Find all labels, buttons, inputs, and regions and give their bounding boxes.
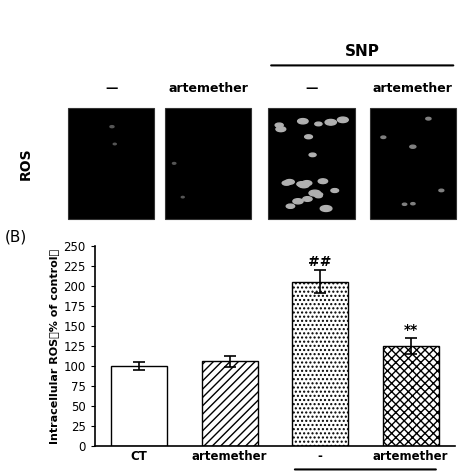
Circle shape: [297, 182, 306, 186]
Circle shape: [325, 119, 337, 125]
Circle shape: [316, 192, 323, 196]
Y-axis label: Intracellular ROS（% of control）: Intracellular ROS（% of control）: [49, 248, 59, 444]
Circle shape: [276, 127, 286, 132]
Circle shape: [285, 180, 294, 184]
Circle shape: [275, 123, 283, 127]
Circle shape: [298, 182, 310, 188]
Circle shape: [293, 199, 303, 204]
Text: **: **: [403, 323, 418, 337]
Circle shape: [331, 189, 338, 192]
Circle shape: [302, 181, 312, 186]
Bar: [201, 361, 258, 446]
Circle shape: [381, 136, 386, 138]
Circle shape: [439, 189, 444, 191]
Circle shape: [303, 197, 312, 201]
Text: ROS: ROS: [19, 147, 33, 180]
Circle shape: [318, 179, 328, 183]
Text: artemether: artemether: [373, 82, 453, 95]
Bar: [370, 108, 456, 219]
Text: SNP: SNP: [345, 44, 380, 59]
Circle shape: [426, 118, 431, 120]
Bar: [383, 346, 438, 446]
Circle shape: [309, 153, 316, 156]
Circle shape: [411, 202, 415, 205]
Circle shape: [298, 118, 308, 124]
Bar: [165, 108, 252, 219]
Circle shape: [410, 145, 416, 148]
Circle shape: [309, 190, 321, 196]
Circle shape: [315, 194, 322, 198]
Text: (B): (B): [5, 230, 27, 245]
Circle shape: [113, 143, 116, 145]
Circle shape: [286, 204, 295, 209]
Bar: [292, 282, 348, 446]
Text: ##: ##: [309, 255, 332, 269]
Text: artemether: artemether: [168, 82, 248, 95]
Bar: [68, 108, 155, 219]
Circle shape: [320, 206, 332, 211]
Circle shape: [402, 203, 407, 205]
Circle shape: [305, 135, 312, 139]
Circle shape: [315, 122, 322, 126]
Circle shape: [173, 163, 176, 164]
Circle shape: [110, 126, 114, 128]
Bar: [268, 108, 355, 219]
Bar: [111, 366, 167, 446]
Text: —: —: [305, 82, 318, 95]
Text: —: —: [105, 82, 118, 95]
Circle shape: [181, 196, 184, 198]
Circle shape: [282, 181, 291, 185]
Circle shape: [337, 117, 348, 123]
